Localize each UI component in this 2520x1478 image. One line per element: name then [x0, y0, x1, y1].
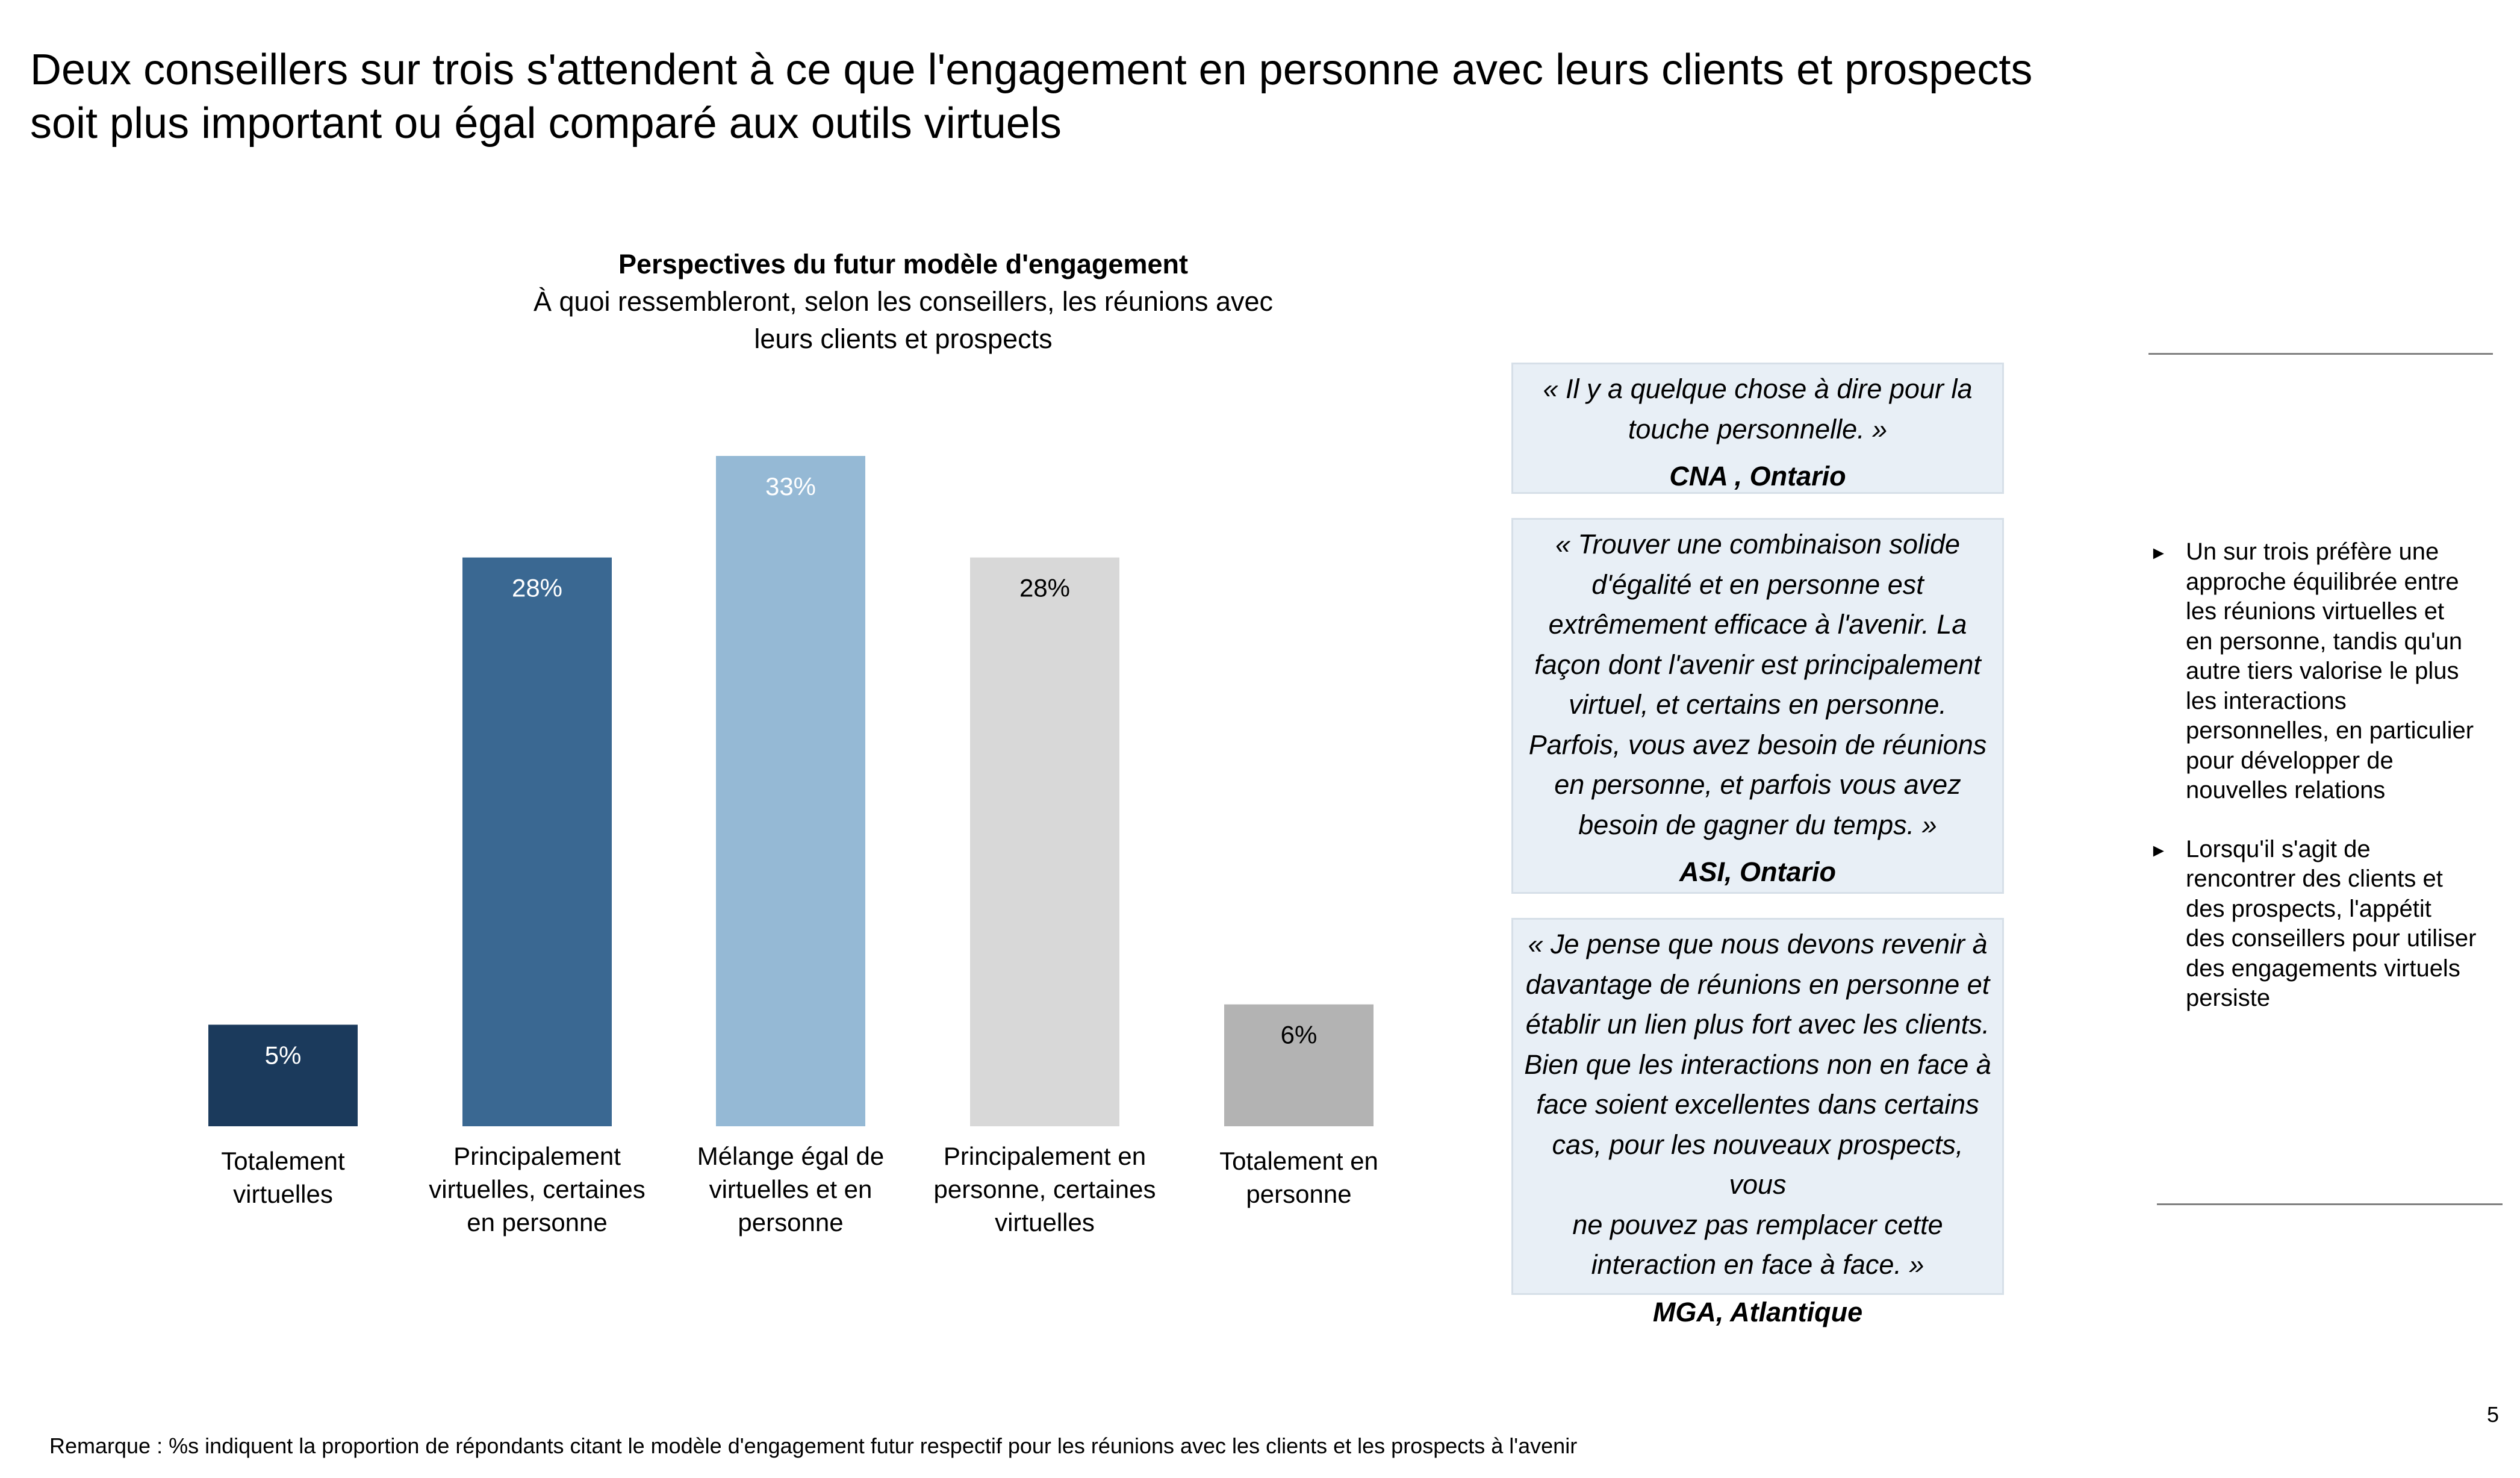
- quote-line: ne pouvez pas remplacer cette: [1572, 1209, 1943, 1240]
- category-label-line: virtuelles: [233, 1180, 333, 1208]
- quote-line: Parfois, vous avez besoin de réunions: [1528, 729, 1987, 760]
- takeaway-line: nouvelles relations: [2186, 777, 2386, 803]
- quote-line: « Trouver une combinaison solide: [1555, 529, 1961, 560]
- takeaway-item-1: ► Un sur trois préfère une approche équili…: [2150, 537, 2505, 806]
- bar-value-label-2: 28%: [512, 574, 562, 602]
- category-label-line: Principalement en: [943, 1142, 1146, 1170]
- footnote: Remarque : %s indiquent la proportion de…: [49, 1433, 1578, 1458]
- quote-box-3: « Je pense que nous devons revenir à dava…: [1511, 918, 2004, 1327]
- takeaway-line: Lorsqu'il s'agit de: [2186, 835, 2371, 862]
- category-label-line: en personne: [467, 1208, 608, 1236]
- quote-line: interaction en face à face. »: [1591, 1249, 1924, 1280]
- takeaway-line: des prospects, l'appétit: [2186, 895, 2431, 922]
- quote-line: établir un lien plus fort avec les clien…: [1525, 1009, 1990, 1040]
- category-label-line: virtuelles: [995, 1208, 1095, 1236]
- category-label-line: Mélange égal de: [697, 1142, 885, 1170]
- quote-box-1: « Il y a quelque chose à dire pour la tou…: [1511, 363, 2004, 494]
- category-label-3: Mélange égal de virtuelles et en personne: [652, 1140, 929, 1239]
- divider-top: [2148, 353, 2493, 355]
- bar-value-label-3: 33%: [765, 472, 816, 500]
- category-label-line: Totalement: [221, 1147, 345, 1175]
- category-label-line: virtuelles, certaines: [429, 1175, 646, 1203]
- quote-source: MGA, Atlantique: [1652, 1296, 1863, 1327]
- chart-title: Perspectives du futur modèle d'engagemen…: [618, 249, 1188, 279]
- chart-subtitle-line-2: leurs clients et prospects: [754, 323, 1053, 354]
- bar-4: [970, 557, 1119, 1126]
- divider-bottom: [2157, 1203, 2503, 1205]
- takeaway-line: approche équilibrée entre: [2186, 568, 2459, 595]
- category-label-line: personne: [1246, 1180, 1352, 1208]
- quote-line: façon dont l'avenir est principalement: [1534, 649, 1981, 680]
- slide-title: Deux conseillers sur trois s'attendent à…: [30, 43, 2198, 151]
- takeaway-line: les interactions: [2186, 687, 2347, 714]
- takeaway-line: rencontrer des clients et: [2186, 865, 2443, 892]
- quote-box-2: « Trouver une combinaison solide d'égalit…: [1511, 518, 2004, 894]
- quote-line: « Je pense que nous devons revenir à: [1528, 929, 1988, 959]
- quote-line: touche personnelle. »: [1628, 413, 1888, 444]
- quote-line: davantage de réunions en personne et: [1525, 968, 1990, 1000]
- quote-line: « Il y a quelque chose à dire pour la: [1543, 373, 1973, 404]
- takeaway-line: des conseillers pour utiliser: [2186, 925, 2477, 952]
- quote-line: virtuel, et certains en personne.: [1569, 689, 1947, 720]
- takeaway-line: les réunions virtuelles et: [2186, 598, 2445, 625]
- triangle-bullet-icon: ►: [2150, 543, 2168, 563]
- takeaway-line: Un sur trois préfère une: [2186, 538, 2439, 565]
- category-label-1: Totalement virtuelles: [145, 1144, 422, 1211]
- category-label-4: Principalement en personne, certaines virt…: [906, 1140, 1183, 1239]
- category-label-line: virtuelles et en: [709, 1175, 873, 1203]
- category-label-line: personne, certaines: [933, 1175, 1156, 1203]
- takeaway-line: persiste: [2186, 985, 2271, 1011]
- takeaway-line: pour développer de: [2186, 747, 2394, 774]
- category-label-5: Totalement en personne: [1160, 1144, 1437, 1211]
- quote-line: Bien que les interactions non en face à: [1524, 1049, 1991, 1080]
- category-label-line: personne: [738, 1208, 844, 1236]
- bar-value-label-5: 6%: [1281, 1021, 1318, 1049]
- quote-line: cas, pour les nouveaux prospects, vous: [1552, 1129, 1964, 1200]
- quote-text: « Il y a quelque chose à dire pour la tou…: [1523, 369, 1993, 449]
- takeaway-line: autre tiers valorise le plus: [2186, 658, 2459, 684]
- bar-3: [716, 456, 865, 1126]
- quote-source: ASI, Ontario: [1679, 856, 1837, 887]
- slide-title-line-1: Deux conseillers sur trois s'attendent à…: [30, 46, 2033, 94]
- takeaways-list: ► Un sur trois préfère une approche équili…: [2150, 537, 2505, 1043]
- quote-line: besoin de gagner du temps. »: [1578, 809, 1937, 840]
- category-label-2: Principalement virtuelles, certaines en pe…: [399, 1140, 676, 1239]
- bar-5: [1224, 1004, 1374, 1126]
- takeaway-item-2: ► Lorsqu'il s'agit de rencontrer des clien…: [2150, 835, 2505, 1014]
- takeaway-line: des engagements virtuels: [2186, 955, 2460, 982]
- bar-2: [462, 557, 612, 1126]
- quote-text: « Trouver une combinaison solide d'égalit…: [1523, 525, 1993, 845]
- bar-1: [208, 1024, 358, 1126]
- takeaway-line: personnelles, en particulier: [2186, 717, 2474, 744]
- chart-header: Perspectives du futur modèle d'engagemen…: [446, 246, 1361, 358]
- quote-text: « Je pense que nous devons revenir à dava…: [1523, 925, 1993, 1285]
- slide-title-line-2: soit plus important ou égal comparé aux …: [30, 99, 1062, 148]
- engagement-bar-chart: 5% 28% 33% 28% 6%: [208, 456, 1374, 1126]
- page-number: 5: [2487, 1402, 2500, 1427]
- quote-source: CNA , Ontario: [1669, 461, 1846, 491]
- triangle-bullet-icon: ►: [2150, 840, 2168, 861]
- category-label-line: Principalement: [453, 1142, 621, 1170]
- bar-value-label-1: 5%: [265, 1041, 302, 1069]
- chart-subtitle-line-1: À quoi ressembleront, selon les conseill…: [533, 286, 1274, 317]
- takeaway-line: en personne, tandis qu'un: [2186, 628, 2463, 655]
- bar-value-label-4: 28%: [1019, 574, 1070, 602]
- quote-line: en personne, et parfois vous avez: [1554, 769, 1961, 800]
- category-label-line: Totalement en: [1219, 1147, 1378, 1175]
- quote-line: d'égalité et en personne est: [1591, 569, 1924, 600]
- quote-line: face soient excellentes dans certains: [1536, 1089, 1979, 1120]
- quote-line: extrêmement efficace à l'avenir. La: [1548, 609, 1967, 640]
